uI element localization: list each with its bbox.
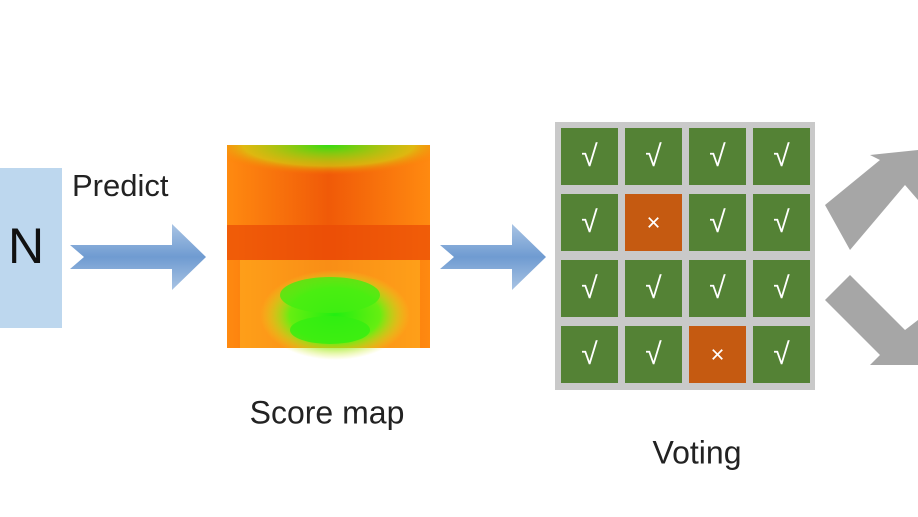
caption: Score map: [250, 394, 405, 430]
vote-mark: √: [581, 206, 598, 239]
vote-mark: √: [581, 140, 598, 173]
vote-mark: √: [773, 206, 790, 239]
vote-cell: [625, 194, 682, 251]
vote-cell: [561, 260, 618, 317]
vote-cell: [753, 260, 810, 317]
vote-mark: √: [773, 338, 790, 371]
vote-cell: [753, 326, 810, 383]
vote-cell: [689, 260, 746, 317]
vote-mark: ×: [646, 209, 660, 236]
vote-mark: √: [709, 206, 726, 239]
vote-mark: √: [645, 140, 662, 173]
vote-cell: [689, 194, 746, 251]
vote-mark: √: [581, 338, 598, 371]
score-map: [227, 145, 430, 360]
arrow: [70, 224, 206, 290]
arrow: [825, 275, 918, 365]
arrow: [825, 150, 918, 250]
arrow-label: Predict: [72, 168, 169, 203]
model-label: N: [8, 218, 44, 274]
vote-cell: [625, 128, 682, 185]
vote-mark: √: [773, 272, 790, 305]
vote-mark: √: [581, 272, 598, 305]
model-box: [0, 168, 62, 328]
vote-mark: √: [645, 338, 662, 371]
arrow: [440, 224, 546, 290]
vote-cell: [561, 326, 618, 383]
vote-cell: [753, 128, 810, 185]
vote-mark: √: [773, 140, 790, 173]
vote-cell: [689, 128, 746, 185]
vote-cell: [689, 326, 746, 383]
vote-mark: ×: [710, 341, 724, 368]
vote-cell: [753, 194, 810, 251]
vote-cell: [625, 326, 682, 383]
vote-mark: √: [709, 272, 726, 305]
vote-mark: √: [709, 140, 726, 173]
caption: Voting: [653, 434, 742, 470]
vote-mark: √: [645, 272, 662, 305]
vote-cell: [561, 128, 618, 185]
vote-cell: [561, 194, 618, 251]
vote-cell: [625, 260, 682, 317]
